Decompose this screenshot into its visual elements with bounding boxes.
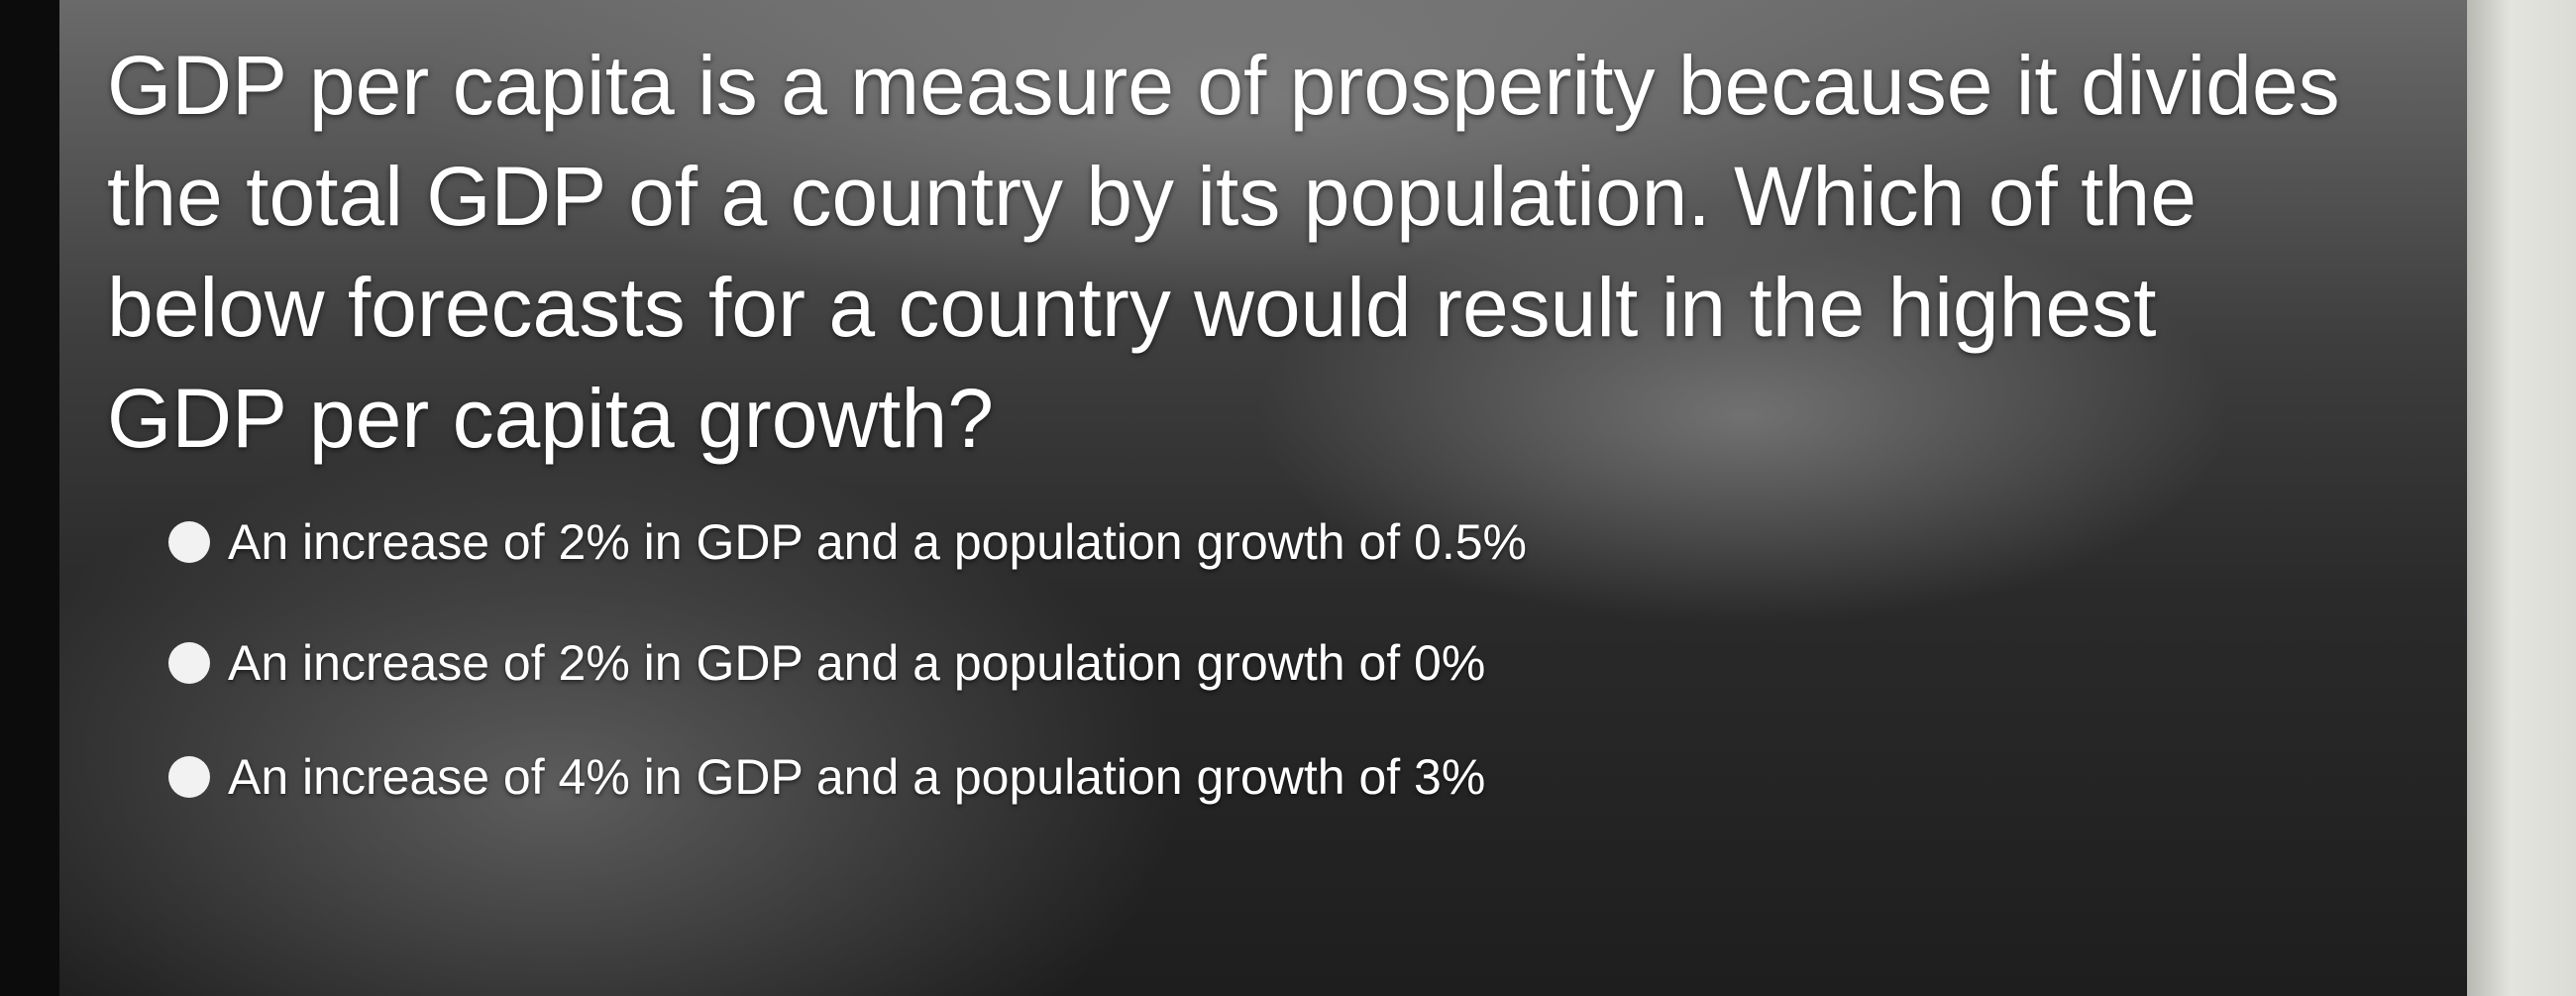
question: GDP per capita is a measure of prosperit… — [107, 39, 2340, 465]
option[interactable]: An increase of 4% in GDP and a populatio… — [168, 748, 1485, 806]
radio[interactable] — [168, 521, 210, 563]
option[interactable]: An increase of 2% in GDP and a populatio… — [168, 513, 1527, 571]
radio[interactable] — [168, 756, 210, 798]
option-label[interactable]: An increase of 2% in GDP and a populatio… — [228, 514, 1528, 570]
screen — [59, 0, 2467, 996]
option-label[interactable]: An increase of 2% in GDP and a populatio… — [228, 635, 1486, 691]
bezel — [0, 0, 59, 996]
radio[interactable] — [168, 642, 210, 684]
bezel — [2467, 0, 2576, 996]
option[interactable]: An increase of 2% in GDP and a populatio… — [168, 634, 1485, 692]
option-label[interactable]: An increase of 4% in GDP and a populatio… — [228, 749, 1486, 805]
